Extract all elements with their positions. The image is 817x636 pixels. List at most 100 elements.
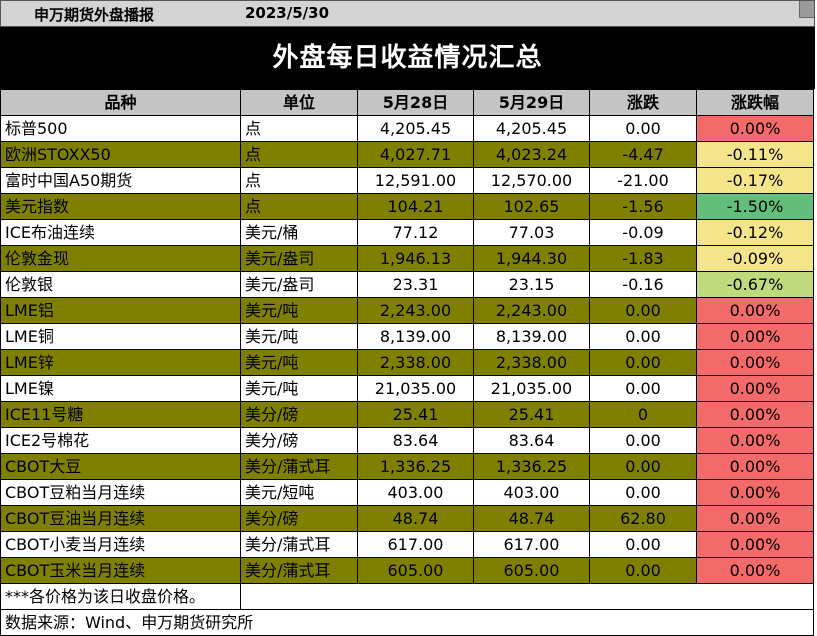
table-row: 标普500 点 4,205.45 4,205.45 0.00 0.00% [0,115,814,142]
cell-change: -0.16 [589,271,697,298]
col-header-change: 涨跌 [589,89,697,116]
report-source-name: 申万期货外盘播报 [34,6,155,24]
cell-date1: 8,139.00 [357,323,474,350]
cell-date2: 403.00 [473,479,590,506]
cell-date2: 77.03 [473,219,590,246]
cell-unit: 点 [240,141,358,168]
cell-date2: 23.15 [473,271,590,298]
summary-table: 品种 单位 5月28日 5月29日 涨跌 涨跌幅 标普500 点 4,205.45 4… [0,89,814,636]
table-row: LME铜 美元/吨 8,139.00 8,139.00 0.00 0.00% [0,323,814,350]
cell-name: LME锌 [0,349,241,376]
footnote-row: ***各价格为该日收盘价格。 [0,583,814,610]
cell-unit: 点 [240,115,358,142]
cell-date1: 4,027.71 [357,141,474,168]
header-corner-block [799,1,814,18]
cell-unit: 点 [240,167,358,194]
cell-unit: 美元/短吨 [240,479,358,506]
cell-date1: 2,243.00 [357,297,474,324]
cell-change: 0.00 [589,297,697,324]
cell-name: 富时中国A50期货 [0,167,241,194]
col-header-pct: 涨跌幅 [696,89,814,116]
cell-date2: 617.00 [473,531,590,558]
cell-date1: 2,338.00 [357,349,474,376]
table-row: 伦敦金现 美元/盎司 1,946.13 1,944.30 -1.83 -0.09% [0,245,814,272]
cell-date1: 4,205.45 [357,115,474,142]
cell-pct: -0.11% [696,141,814,168]
cell-date2: 8,139.00 [473,323,590,350]
cell-date1: 25.41 [357,401,474,428]
report-header: 申万期货外盘播报 2023/5/30 [0,0,815,27]
cell-date2: 83.64 [473,427,590,454]
page-title: 外盘每日收益情况汇总 [0,27,815,89]
table-row: 富时中国A50期货点 12,591.00 12,570.00 -21.00 -0.17% [0,167,814,194]
cell-unit: 美元/吨 [240,323,358,350]
cell-change: 0.00 [589,375,697,402]
cell-unit: 美分/蒲式耳 [240,557,358,584]
cell-pct: 0.00% [696,401,814,428]
table-row: ICE布油连续 美元/桶 77.12 77.03 -0.09 -0.12% [0,219,814,246]
col-header-date2: 5月29日 [473,89,590,116]
cell-pct: 0.00% [696,115,814,142]
table-row: LME铝 美元/吨 2,243.00 2,243.00 0.00 0.00% [0,297,814,324]
report-date: 2023/5/30 [245,4,330,22]
cell-unit: 美元/吨 [240,375,358,402]
col-header-unit: 单位 [240,89,358,116]
cell-unit: 美分/蒲式耳 [240,531,358,558]
cell-change: -1.83 [589,245,697,272]
cell-date2: 12,570.00 [473,167,590,194]
cell-date1: 605.00 [357,557,474,584]
cell-pct: 0.00% [696,531,814,558]
cell-unit: 美元/盎司 [240,271,358,298]
cell-name: 欧洲STOXX50 [0,141,241,168]
cell-pct: -0.09% [696,245,814,272]
cell-date2: 2,338.00 [473,349,590,376]
cell-change: 0.00 [589,453,697,480]
cell-date2: 605.00 [473,557,590,584]
cell-name: ICE布油连续 [0,219,241,246]
cell-date2: 1,944.30 [473,245,590,272]
cell-name: ICE2号棉花 [0,427,241,454]
table-row: CBOT豆油当月连续 美分/磅 48.74 48.74 62.80 0.00% [0,505,814,532]
cell-pct: -1.50% [696,193,814,220]
table-row: CBOT大豆 美分/蒲式耳 1,336.25 1,336.25 0.00 0.00% [0,453,814,480]
cell-date2: 4,205.45 [473,115,590,142]
cell-name: CBOT小麦当月连续 [0,531,241,558]
cell-pct: -0.12% [696,219,814,246]
data-source: 数据来源：Wind、申万期货研究所 [0,609,814,636]
cell-change: -4.47 [589,141,697,168]
cell-name: LME铜 [0,323,241,350]
table-row: CBOT豆粕当月连续 美元/短吨 403.00 403.00 0.00 0.00% [0,479,814,506]
cell-date2: 4,023.24 [473,141,590,168]
cell-change: 0.00 [589,323,697,350]
cell-change: 0.00 [589,349,697,376]
cell-date2: 102.65 [473,193,590,220]
cell-unit: 美元/盎司 [240,245,358,272]
cell-date2: 21,035.00 [473,375,590,402]
cell-unit: 美元/吨 [240,349,358,376]
cell-name: CBOT豆粕当月连续 [0,479,241,506]
cell-unit: 美元/桶 [240,219,358,246]
cell-pct: 0.00% [696,479,814,506]
table-row: CBOT玉米当月连续 美分/蒲式耳 605.00 605.00 0.00 0.00% [0,557,814,584]
cell-unit: 美分/磅 [240,427,358,454]
cell-name: CBOT豆油当月连续 [0,505,241,532]
cell-name: 美元指数 [0,193,241,220]
cell-unit: 美分/蒲式耳 [240,453,358,480]
cell-pct: 0.00% [696,427,814,454]
cell-date1: 23.31 [357,271,474,298]
cell-pct: 0.00% [696,453,814,480]
cell-name: CBOT大豆 [0,453,241,480]
cell-change: -0.09 [589,219,697,246]
cell-pct: -0.67% [696,271,814,298]
cell-date2: 48.74 [473,505,590,532]
table-row: 欧洲STOXX50 点 4,027.71 4,023.24 -4.47 -0.11% [0,141,814,168]
table-row: CBOT小麦当月连续 美分/蒲式耳 617.00 617.00 0.00 0.00% [0,531,814,558]
cell-pct: 0.00% [696,375,814,402]
cell-change: 0 [589,401,697,428]
cell-pct: 0.00% [696,297,814,324]
cell-date1: 617.00 [357,531,474,558]
cell-date1: 83.64 [357,427,474,454]
cell-date2: 25.41 [473,401,590,428]
cell-date1: 48.74 [357,505,474,532]
cell-date1: 104.21 [357,193,474,220]
